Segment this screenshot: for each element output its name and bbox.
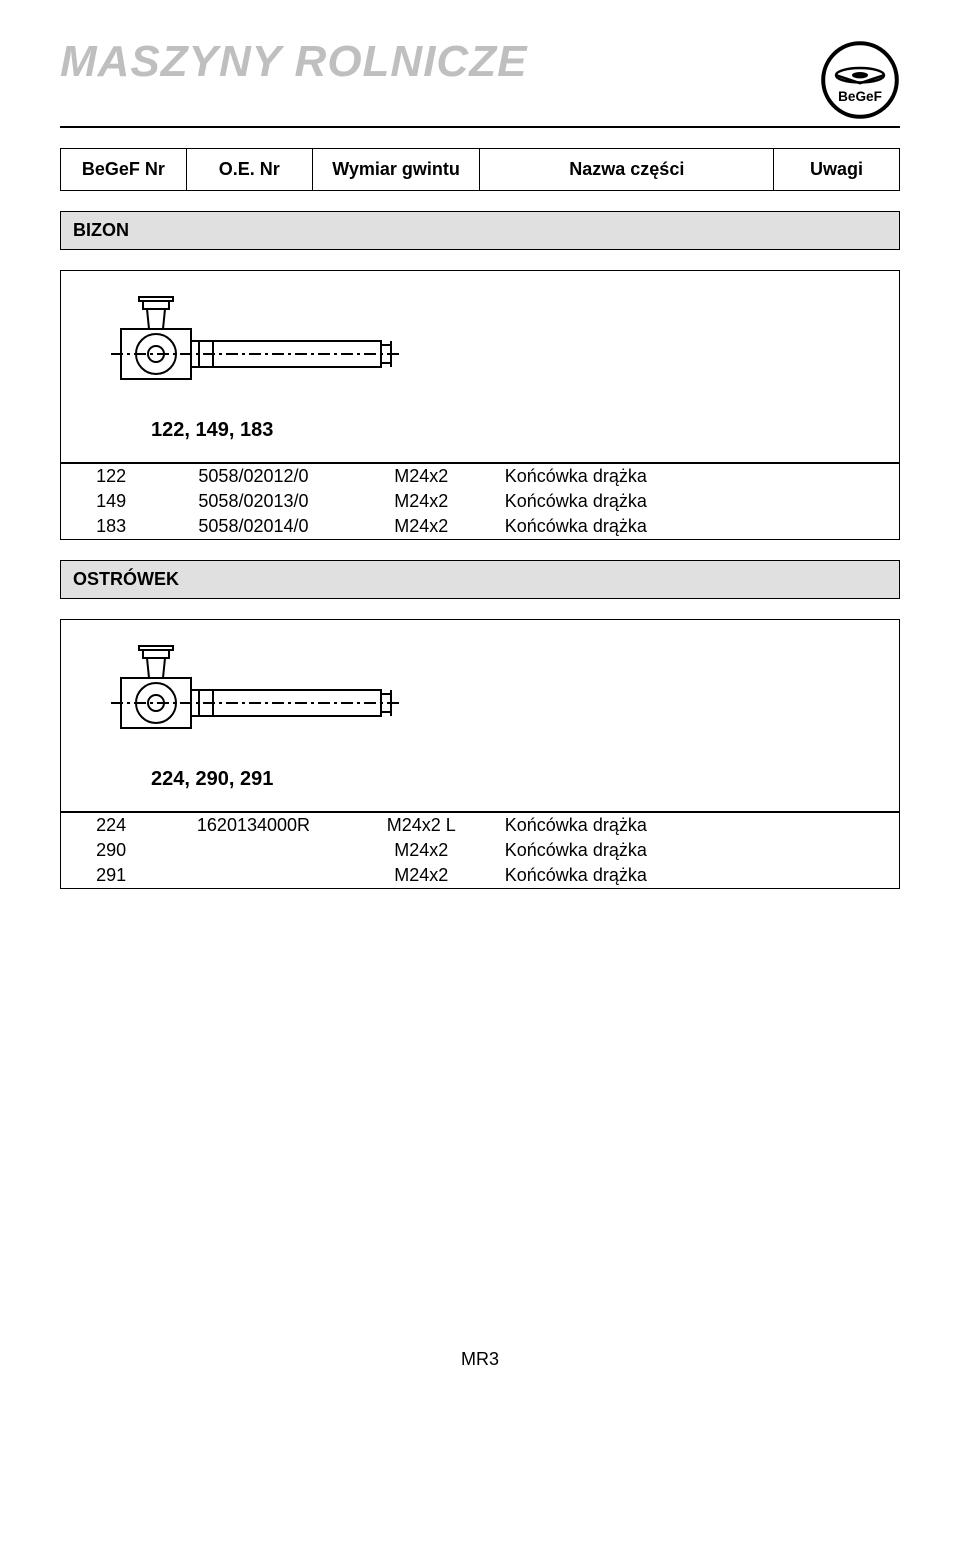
table-cell: Końcówka drążka — [497, 464, 774, 490]
table-cell — [774, 514, 900, 540]
table-cell: 290 — [61, 838, 162, 863]
parts-table: 2241620134000RM24x2 LKońcówka drążka290M… — [60, 812, 900, 889]
page-title: MASZYNY ROLNICZE — [60, 40, 527, 84]
table-cell — [774, 813, 900, 839]
variant-label: 224, 290, 291 — [101, 768, 859, 791]
col-header-oe-nr: O.E. Nr — [186, 149, 312, 191]
table-cell: M24x2 — [346, 838, 497, 863]
col-header-begef-nr: BeGeF Nr — [61, 149, 187, 191]
table-cell: 5058/02013/0 — [161, 489, 346, 514]
table-cell: 122 — [61, 464, 162, 490]
table-row: 2241620134000RM24x2 LKońcówka drążka — [61, 813, 900, 839]
table-cell: 224 — [61, 813, 162, 839]
tie-rod-diagram-icon — [101, 291, 859, 401]
variant-label: 122, 149, 183 — [101, 419, 859, 442]
table-cell: Końcówka drążka — [497, 514, 774, 540]
table-cell: 5058/02014/0 — [161, 514, 346, 540]
table-cell — [774, 863, 900, 889]
table-cell — [161, 838, 346, 863]
table-cell: M24x2 — [346, 464, 497, 490]
table-cell — [161, 863, 346, 889]
table-cell: 291 — [61, 863, 162, 889]
column-header-row: BeGeF Nr O.E. Nr Wymiar gwintu Nazwa czę… — [60, 148, 900, 191]
table-cell: Końcówka drążka — [497, 838, 774, 863]
table-cell: 1620134000R — [161, 813, 346, 839]
table-cell: 183 — [61, 514, 162, 540]
table-cell: 5058/02012/0 — [161, 464, 346, 490]
logo-text: BeGeF — [838, 89, 882, 104]
table-cell: Końcówka drążka — [497, 489, 774, 514]
table-row: 1495058/02013/0M24x2Końcówka drążka — [61, 489, 900, 514]
parts-table: 1225058/02012/0M24x2Końcówka drążka14950… — [60, 463, 900, 540]
col-header-thread: Wymiar gwintu — [312, 149, 480, 191]
table-row: 1835058/02014/0M24x2Końcówka drążka — [61, 514, 900, 540]
table-cell — [774, 489, 900, 514]
table-cell: 149 — [61, 489, 162, 514]
brand-logo-icon: BeGeF — [820, 40, 900, 120]
section-band: OSTRÓWEK — [60, 560, 900, 599]
table-row: 291 M24x2Końcówka drążka — [61, 863, 900, 889]
tie-rod-diagram-icon — [101, 640, 859, 750]
table-cell: M24x2 — [346, 514, 497, 540]
table-cell: M24x2 L — [346, 813, 497, 839]
table-cell: M24x2 — [346, 863, 497, 889]
table-cell: Końcówka drążka — [497, 813, 774, 839]
table-cell: M24x2 — [346, 489, 497, 514]
page-header: MASZYNY ROLNICZE BeGeF — [60, 40, 900, 128]
table-row: 290 M24x2Końcówka drążka — [61, 838, 900, 863]
table-cell: Końcówka drążka — [497, 863, 774, 889]
table-row: 1225058/02012/0M24x2Końcówka drążka — [61, 464, 900, 490]
page-footer: MR3 — [60, 1349, 900, 1370]
section-band: BIZON — [60, 211, 900, 250]
diagram-box: 224, 290, 291 — [60, 619, 900, 812]
diagram-box: 122, 149, 183 — [60, 270, 900, 463]
col-header-part-name: Nazwa części — [480, 149, 774, 191]
table-cell — [774, 838, 900, 863]
table-cell — [774, 464, 900, 490]
col-header-notes: Uwagi — [774, 149, 900, 191]
